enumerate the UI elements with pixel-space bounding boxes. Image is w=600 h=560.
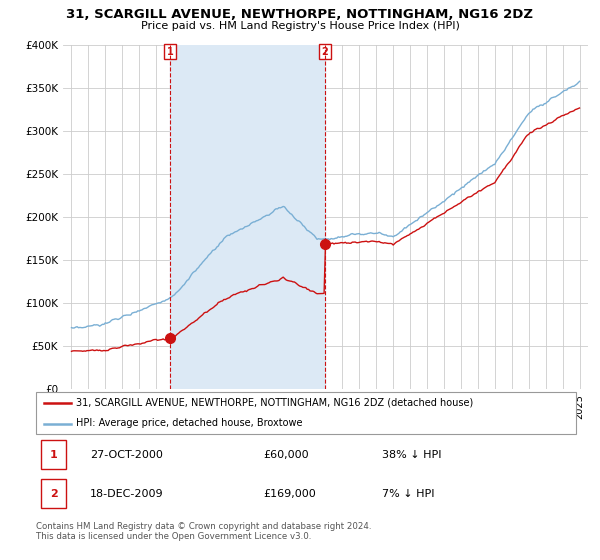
Text: 27-OCT-2000: 27-OCT-2000 bbox=[90, 450, 163, 460]
FancyBboxPatch shape bbox=[41, 441, 66, 469]
Text: 2: 2 bbox=[322, 46, 328, 57]
FancyBboxPatch shape bbox=[36, 392, 576, 434]
Text: £169,000: £169,000 bbox=[263, 489, 316, 498]
Text: 7% ↓ HPI: 7% ↓ HPI bbox=[382, 489, 434, 498]
Bar bbox=[170, 45, 325, 389]
Text: 31, SCARGILL AVENUE, NEWTHORPE, NOTTINGHAM, NG16 2DZ: 31, SCARGILL AVENUE, NEWTHORPE, NOTTINGH… bbox=[67, 8, 533, 21]
Text: 18-DEC-2009: 18-DEC-2009 bbox=[90, 489, 164, 498]
Text: Contains HM Land Registry data © Crown copyright and database right 2024.
This d: Contains HM Land Registry data © Crown c… bbox=[36, 522, 371, 542]
FancyBboxPatch shape bbox=[41, 479, 66, 508]
Text: £60,000: £60,000 bbox=[263, 450, 308, 460]
Text: 2: 2 bbox=[50, 489, 58, 498]
Text: 1: 1 bbox=[167, 46, 173, 57]
Text: 38% ↓ HPI: 38% ↓ HPI bbox=[382, 450, 441, 460]
Text: Price paid vs. HM Land Registry's House Price Index (HPI): Price paid vs. HM Land Registry's House … bbox=[140, 21, 460, 31]
Text: 1: 1 bbox=[50, 450, 58, 460]
Text: 31, SCARGILL AVENUE, NEWTHORPE, NOTTINGHAM, NG16 2DZ (detached house): 31, SCARGILL AVENUE, NEWTHORPE, NOTTINGH… bbox=[77, 398, 474, 408]
Text: HPI: Average price, detached house, Broxtowe: HPI: Average price, detached house, Brox… bbox=[77, 418, 303, 428]
